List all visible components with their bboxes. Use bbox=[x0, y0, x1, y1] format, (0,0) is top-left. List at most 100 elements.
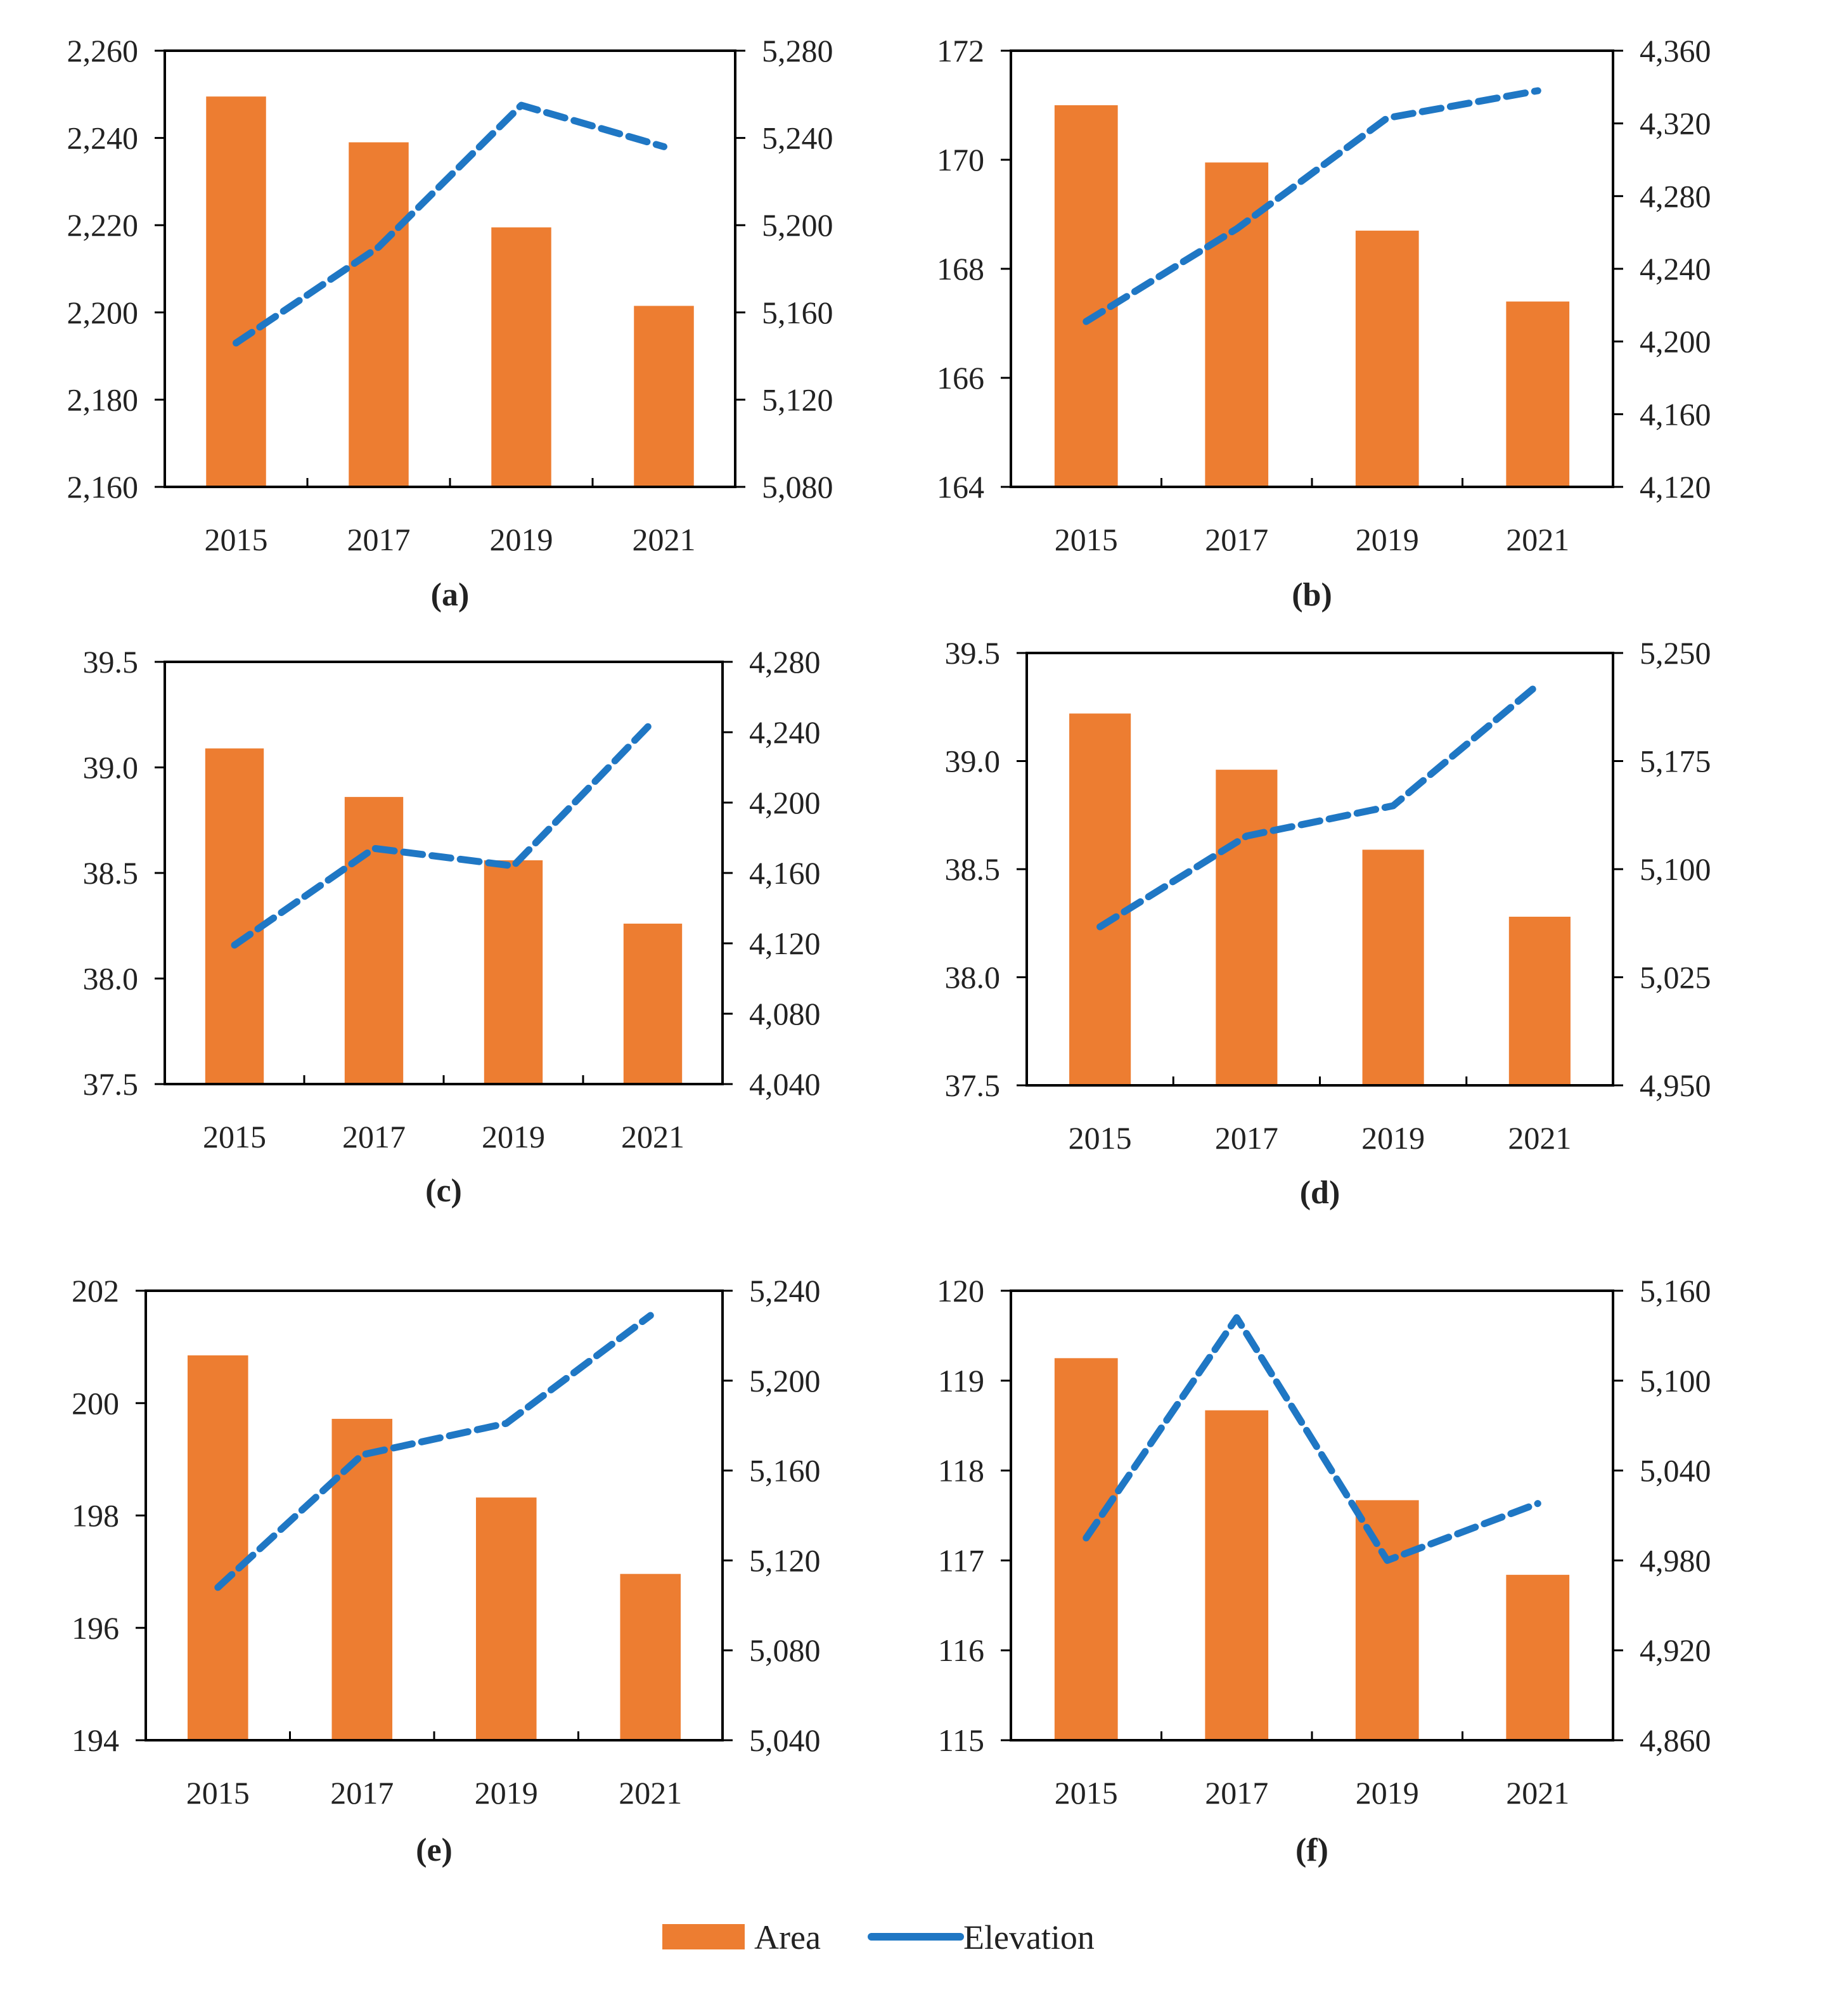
area-bar bbox=[1054, 1358, 1118, 1740]
panel-caption: (c) bbox=[425, 1173, 462, 1209]
area-bar bbox=[1355, 230, 1419, 487]
panel-caption: (d) bbox=[1300, 1175, 1340, 1211]
right-axis-tick-label: 4,980 bbox=[1640, 1542, 1711, 1578]
chart-panel: 37.5 38.0 38.5 39.0 39.5 4,950 5,025 5,100 5,175… bbox=[945, 635, 1711, 1211]
elevation-line bbox=[1083, 1314, 1541, 1564]
right-axis-tick-label: 5,100 bbox=[1640, 1363, 1711, 1399]
x-axis-tick-label: 2021 bbox=[633, 522, 696, 557]
elevation-line bbox=[214, 1312, 654, 1591]
left-axis-tick-label: 2,200 bbox=[67, 295, 139, 330]
panel-caption: (f) bbox=[1295, 1832, 1328, 1868]
right-axis-tick-label: 5,160 bbox=[762, 295, 833, 330]
right-axis-tick-label: 4,280 bbox=[749, 644, 821, 680]
left-axis-tick-label: 172 bbox=[937, 33, 984, 68]
left-axis-tick-label: 38.5 bbox=[945, 851, 1001, 887]
right-axis-tick-label: 5,040 bbox=[749, 1722, 821, 1758]
right-axis-tick-label: 5,280 bbox=[762, 33, 833, 68]
elevation-line bbox=[233, 101, 667, 347]
right-axis-tick-label: 4,280 bbox=[1640, 178, 1711, 214]
right-axis-tick-label: 5,160 bbox=[1640, 1273, 1711, 1308]
panel-caption: (b) bbox=[1292, 577, 1332, 613]
x-axis-tick-label: 2017 bbox=[1215, 1120, 1278, 1156]
left-axis-tick-label: 39.5 bbox=[945, 635, 1001, 671]
right-axis-tick-label: 4,920 bbox=[1640, 1632, 1711, 1668]
x-axis-tick-label: 2019 bbox=[482, 1119, 545, 1154]
left-axis-tick-label: 39.5 bbox=[83, 644, 139, 680]
chart-panel: 164 166 168 170 172 4,120 4,160 4,200 4,240 4,280… bbox=[937, 33, 1711, 613]
left-axis-tick-label: 38.0 bbox=[83, 961, 139, 997]
right-axis-tick-label: 4,200 bbox=[1640, 324, 1711, 359]
right-axis-tick-label: 4,080 bbox=[749, 996, 821, 1031]
right-axis-tick-label: 4,240 bbox=[749, 714, 821, 750]
x-axis-tick-label: 2015 bbox=[1055, 1775, 1118, 1811]
left-axis-tick-label: 38.0 bbox=[945, 960, 1001, 995]
area-bar bbox=[623, 923, 683, 1084]
area-bar bbox=[1355, 1500, 1419, 1740]
left-axis-tick-label: 116 bbox=[938, 1632, 984, 1668]
left-axis-tick-label: 2,180 bbox=[67, 382, 139, 417]
legend: Area Elevation bbox=[662, 1918, 1095, 1956]
x-axis-tick-label: 2017 bbox=[347, 522, 411, 557]
right-axis-tick-label: 5,175 bbox=[1640, 744, 1711, 779]
right-axis-tick-label: 4,200 bbox=[749, 785, 821, 820]
right-axis-tick-label: 4,860 bbox=[1640, 1722, 1711, 1758]
x-axis-tick-label: 2017 bbox=[342, 1119, 406, 1154]
area-bar bbox=[1216, 770, 1278, 1085]
right-axis-tick-label: 5,240 bbox=[762, 120, 833, 156]
legend-area-label: Area bbox=[754, 1918, 821, 1956]
x-axis-tick-label: 2017 bbox=[1205, 1775, 1268, 1811]
x-axis-tick-label: 2019 bbox=[1356, 522, 1419, 557]
right-axis-tick-label: 4,360 bbox=[1640, 33, 1711, 68]
legend-area-swatch bbox=[662, 1924, 745, 1949]
area-bar bbox=[1506, 301, 1570, 487]
area-bar bbox=[634, 306, 694, 487]
x-axis-tick-label: 2015 bbox=[186, 1775, 250, 1811]
left-axis-tick-label: 168 bbox=[937, 251, 984, 287]
right-axis-tick-label: 4,320 bbox=[1640, 106, 1711, 141]
right-axis-tick-label: 4,120 bbox=[1640, 469, 1711, 505]
left-axis-tick-label: 2,240 bbox=[67, 120, 139, 156]
right-axis-tick-label: 5,120 bbox=[749, 1542, 821, 1578]
left-axis-tick-label: 115 bbox=[938, 1722, 984, 1758]
x-axis-tick-label: 2021 bbox=[1508, 1120, 1571, 1156]
left-axis-tick-label: 2,220 bbox=[67, 207, 139, 243]
right-axis-tick-label: 5,120 bbox=[762, 382, 833, 417]
x-axis-tick-label: 2017 bbox=[330, 1775, 394, 1811]
x-axis-tick-label: 2019 bbox=[475, 1775, 538, 1811]
right-axis-tick-label: 5,040 bbox=[1640, 1453, 1711, 1489]
panel-caption: (a) bbox=[431, 577, 470, 613]
x-axis-tick-label: 2015 bbox=[203, 1119, 266, 1154]
x-axis-tick-label: 2019 bbox=[1361, 1120, 1425, 1156]
right-axis-tick-label: 4,040 bbox=[749, 1066, 821, 1102]
area-bar bbox=[206, 96, 266, 488]
x-axis-tick-label: 2015 bbox=[1055, 522, 1118, 557]
left-axis-tick-label: 196 bbox=[72, 1610, 119, 1646]
chart-panels: 2,160 2,180 2,200 2,220 2,240 2,260 5,080 5,120… bbox=[67, 33, 1711, 1868]
x-axis-tick-label: 2015 bbox=[1069, 1120, 1132, 1156]
right-axis-tick-label: 4,160 bbox=[1640, 396, 1711, 432]
x-axis-tick-label: 2021 bbox=[1506, 1775, 1569, 1811]
right-axis-tick-label: 5,200 bbox=[762, 207, 833, 243]
left-axis-tick-label: 2,160 bbox=[67, 469, 139, 505]
left-axis-tick-label: 119 bbox=[938, 1363, 984, 1399]
area-bar bbox=[1506, 1575, 1570, 1740]
left-axis-tick-label: 39.0 bbox=[83, 750, 139, 785]
legend-elevation-label: Elevation bbox=[963, 1918, 1095, 1956]
area-bar bbox=[491, 227, 551, 487]
area-bar bbox=[620, 1573, 681, 1740]
area-bar bbox=[1069, 713, 1131, 1085]
left-axis-tick-label: 202 bbox=[72, 1273, 119, 1308]
right-axis-tick-label: 4,160 bbox=[749, 855, 821, 891]
right-axis-tick-label: 5,250 bbox=[1640, 635, 1711, 671]
left-axis-tick-label: 39.0 bbox=[945, 744, 1001, 779]
left-axis-tick-label: 170 bbox=[937, 142, 984, 178]
area-bar bbox=[484, 860, 543, 1084]
elevation-line bbox=[1096, 680, 1543, 931]
x-axis-tick-label: 2019 bbox=[490, 522, 553, 557]
right-axis-tick-label: 5,080 bbox=[762, 469, 833, 505]
x-axis-tick-label: 2021 bbox=[619, 1775, 682, 1811]
x-axis-tick-label: 2021 bbox=[621, 1119, 684, 1154]
right-axis-tick-label: 5,240 bbox=[749, 1273, 821, 1308]
left-axis-tick-label: 2,260 bbox=[67, 33, 139, 68]
chart-panel: 115 116 117 118 119 120 4,860 4,920 4,980 5,040 5,… bbox=[937, 1273, 1711, 1868]
